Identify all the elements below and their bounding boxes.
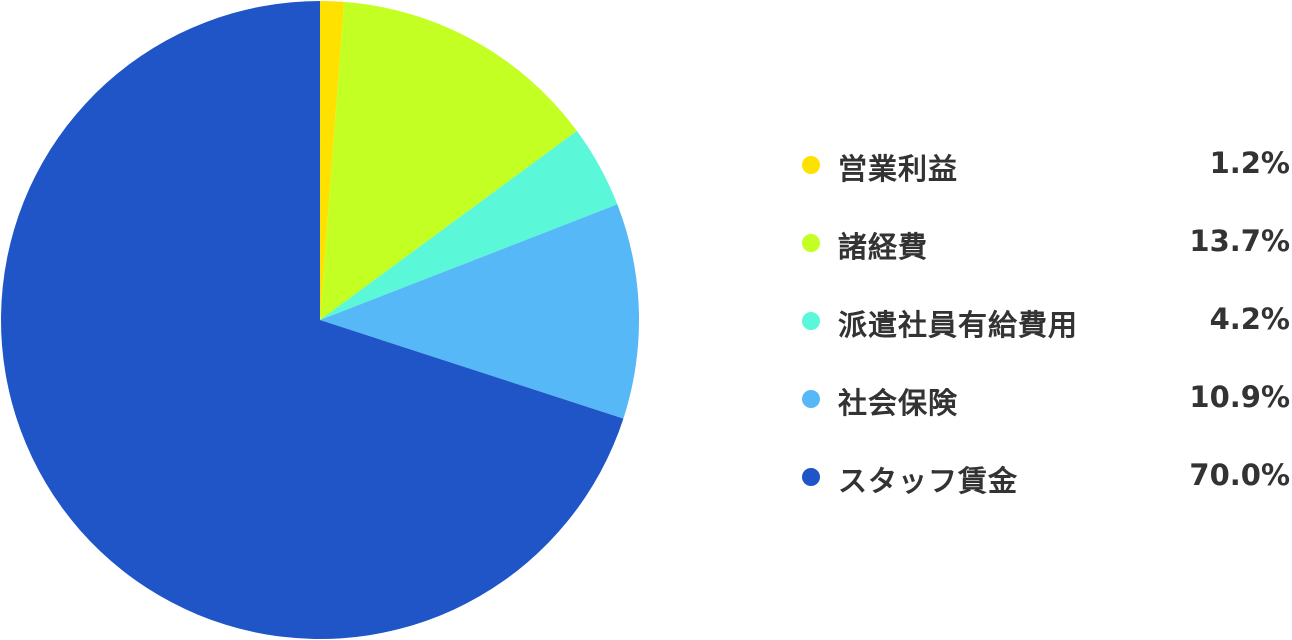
- legend-item: 諸経費 13.7%: [800, 220, 1292, 298]
- legend-label: 諸経費: [838, 230, 929, 264]
- pie-slice: [320, 204, 639, 419]
- pie-slice: [320, 130, 618, 320]
- legend-value: 10.9%: [1189, 380, 1290, 414]
- pie-slice: [0, 1, 624, 640]
- legend-item: 派遣社員有給費用 4.2%: [800, 298, 1292, 376]
- legend-value: 4.2%: [1209, 302, 1290, 336]
- legend-label: 派遣社員有給費用: [838, 308, 1079, 342]
- legend-dot: [802, 468, 820, 486]
- pie-chart: [0, 1, 639, 640]
- legend: 営業利益 1.2% 諸経費 13.7% 派遣社員有給費用 4.2% 社会保険 10.9%…: [800, 142, 1292, 532]
- legend-label: スタッフ賃金: [838, 464, 1019, 498]
- pie-slice: [320, 1, 345, 320]
- legend-item: スタッフ賃金 70.0%: [800, 454, 1292, 532]
- legend-value: 1.2%: [1209, 146, 1290, 180]
- legend-value: 70.0%: [1189, 458, 1290, 492]
- legend-item: 営業利益 1.2%: [800, 142, 1292, 220]
- legend-label: 営業利益: [838, 152, 959, 186]
- legend-dot: [802, 234, 820, 252]
- legend-label: 社会保険: [838, 386, 959, 420]
- legend-dot: [802, 156, 820, 174]
- legend-dot: [802, 390, 820, 408]
- legend-item: 社会保険 10.9%: [800, 376, 1292, 454]
- legend-dot: [802, 312, 820, 330]
- legend-value: 13.7%: [1189, 224, 1290, 258]
- pie-slice: [320, 1, 577, 320]
